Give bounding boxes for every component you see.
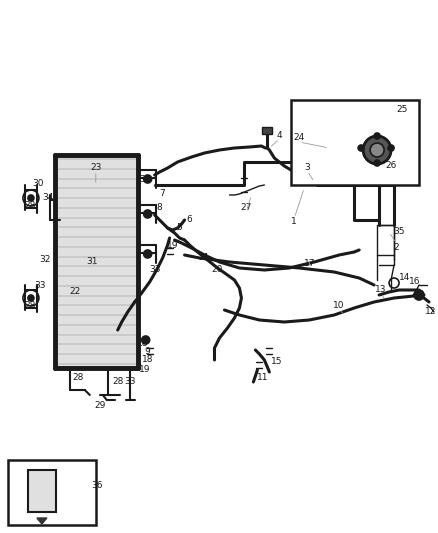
Text: 18: 18	[137, 338, 148, 348]
Text: 23: 23	[90, 163, 102, 172]
Text: 28: 28	[24, 200, 35, 209]
Polygon shape	[37, 518, 47, 524]
Text: 6: 6	[187, 215, 192, 224]
Circle shape	[363, 136, 391, 164]
Text: 33: 33	[34, 280, 46, 289]
Text: 13: 13	[375, 286, 387, 295]
Text: 29: 29	[94, 400, 106, 409]
Text: 35: 35	[393, 228, 405, 237]
Text: 12: 12	[425, 308, 437, 317]
Text: 16: 16	[409, 278, 421, 287]
Text: 3: 3	[304, 163, 310, 172]
Text: 28: 28	[112, 377, 124, 386]
Text: 9: 9	[145, 348, 151, 357]
Text: 36: 36	[91, 481, 102, 489]
Bar	[262, 127, 272, 134]
Circle shape	[374, 133, 380, 139]
Circle shape	[144, 250, 152, 258]
Circle shape	[141, 336, 150, 344]
Text: 27: 27	[241, 203, 252, 212]
Circle shape	[374, 160, 380, 166]
Text: 10: 10	[333, 301, 345, 310]
Text: 18: 18	[142, 356, 153, 365]
Text: 20: 20	[212, 265, 223, 274]
Bar	[28, 470, 56, 512]
Text: 21: 21	[199, 254, 210, 262]
Text: 19: 19	[139, 366, 150, 375]
Text: 14: 14	[399, 273, 411, 282]
Text: 26: 26	[385, 161, 397, 171]
Text: 33: 33	[149, 265, 160, 274]
Text: 25: 25	[396, 106, 408, 115]
Circle shape	[28, 295, 34, 301]
Bar	[8, 460, 96, 525]
Text: 30: 30	[32, 179, 44, 188]
Text: 24: 24	[293, 133, 305, 142]
Text: 31: 31	[86, 257, 98, 266]
Text: 32: 32	[39, 255, 50, 264]
Text: 8: 8	[157, 203, 162, 212]
Text: 15: 15	[271, 358, 282, 367]
Bar	[55, 155, 138, 368]
Circle shape	[28, 195, 34, 201]
Text: 2: 2	[393, 243, 399, 252]
Circle shape	[144, 210, 152, 218]
Text: 34: 34	[42, 193, 53, 203]
Text: 19: 19	[167, 240, 178, 249]
Circle shape	[358, 145, 364, 151]
Text: 11: 11	[257, 374, 268, 383]
Text: 32: 32	[139, 175, 150, 184]
Text: 17: 17	[304, 259, 315, 268]
Circle shape	[388, 145, 394, 151]
Circle shape	[144, 175, 152, 183]
Circle shape	[370, 143, 384, 157]
Text: 22: 22	[69, 287, 81, 296]
Bar	[291, 100, 419, 185]
Text: 28: 28	[24, 301, 35, 310]
Text: 28: 28	[72, 374, 84, 383]
Text: 5: 5	[177, 223, 183, 232]
Text: 7: 7	[159, 189, 165, 198]
Text: 33: 33	[124, 377, 135, 386]
Text: 1: 1	[291, 217, 297, 227]
Text: 4: 4	[276, 131, 282, 140]
Circle shape	[414, 290, 424, 300]
